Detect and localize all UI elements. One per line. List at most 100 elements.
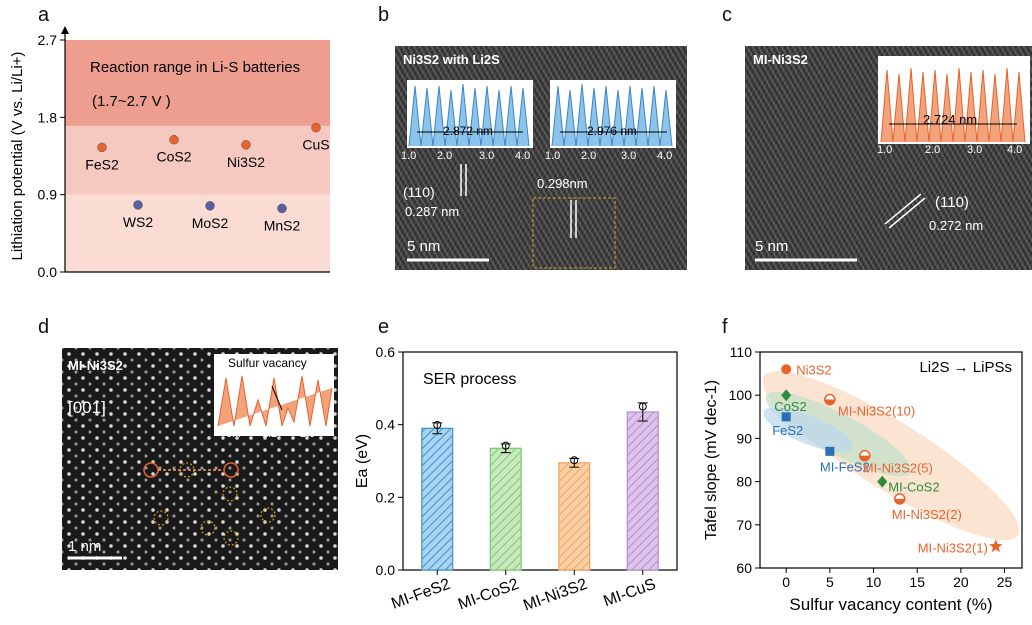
x-tick-label-MI-Ni3S2: MI-Ni3S2 [521, 576, 590, 615]
plot-frame [402, 351, 678, 571]
point-label-CuS: CuS [302, 137, 329, 153]
band-1 [65, 125, 330, 195]
y-axis-title: Lithiation potential (V vs. Li/Li+) [9, 52, 26, 261]
y-tick-label-2: 0.4 [376, 417, 396, 433]
panel-label-b: b [378, 4, 390, 26]
hrtem-image-b: Ni3S2 with Li2S 2.872 nm 2.976 nm 1.0 2.… [395, 46, 687, 270]
y-tick-label-2: 1.8 [38, 109, 58, 125]
marker-MI-FeS2 [825, 446, 835, 456]
y-axis-title: Tafel slope (mV dec-1) [703, 380, 720, 540]
annotation-line1: Reaction range in Li-S batteries [90, 59, 300, 76]
profile-c-tick-4: 4.0 [1007, 144, 1023, 156]
point-label-MI-Ni3S2(2): MI-Ni3S2(2) [892, 507, 962, 522]
marker-fill-MI-Ni3S2(10) [824, 399, 835, 405]
point-label-CoS2: CoS2 [774, 399, 807, 414]
x-axis-title: Sulfur vacancy content (%) [789, 595, 992, 614]
point-label-Ni3S2: Ni3S2 [227, 154, 265, 170]
y-tick-label-0: 60 [736, 560, 752, 576]
profile-b-tick-2: 2.0 [437, 150, 453, 162]
profile-d-tick-1: 0.4 [226, 428, 242, 440]
point-label-FeS2: FeS2 [85, 156, 119, 172]
chart-title: Li2S → LiPSs [919, 359, 1012, 376]
d-spacing-b2: 0.298nm [537, 176, 588, 191]
profile-b2-tick-2: 2.0 [581, 150, 597, 162]
band-0 [65, 40, 330, 126]
profile-b-tick-4: 4.0 [515, 150, 531, 162]
bar-MI-Ni3S2 [558, 462, 591, 571]
y-tick-label-2: 80 [736, 474, 752, 490]
chart-a: 0.0 0.9 1.8 2.7 Lithiation potential (V vs. … [9, 26, 330, 280]
y-tick-label-3: 2.7 [38, 32, 58, 48]
profile-b2-value: 2.976 nm [587, 124, 638, 138]
profile-b2-tick-4: 4.0 [657, 150, 673, 162]
y-tick-label-5: 110 [730, 344, 753, 360]
datapoint-MI-FeS2 [433, 421, 442, 430]
profile-b1-value: 2.872 nm [443, 124, 494, 138]
panel-label-a: a [38, 4, 50, 26]
chart-title: SER process [423, 371, 516, 388]
datapoint-MI-CuS [638, 402, 647, 411]
point-label-Ni3S2: Ni3S2 [796, 362, 831, 377]
marker-MI-CoS2 [877, 475, 888, 488]
point-MnS2 [277, 203, 287, 214]
bar-MI-CuS [626, 411, 659, 571]
panel-c-title: MI-Ni3S2 [753, 52, 808, 67]
profile-c-tick-1: 1.0 [877, 144, 893, 156]
point-label-MI-FeS2: MI-FeS2 [820, 459, 870, 474]
point-label-MI-CoS2: MI-CoS2 [888, 480, 939, 495]
line-profile-b2 [551, 83, 673, 147]
point-label-MoS2: MoS2 [192, 215, 229, 231]
bar-MI-FeS2 [421, 427, 454, 571]
y-tick-label-1: 70 [736, 517, 752, 533]
x-tick-label-MI-FeS2: MI-FeS2 [389, 576, 453, 613]
x-tick-label-MI-CoS2: MI-CoS2 [456, 576, 521, 614]
profile-b-tick-3: 3.0 [479, 150, 495, 162]
panel-label-f: f [722, 316, 728, 338]
y-tick-label-1: 0.2 [376, 489, 396, 505]
datapoint-MI-CoS2 [501, 441, 510, 450]
point-label-CoS2: CoS2 [156, 149, 191, 165]
stem-image-d: MI-Ni3S2 [001] Sulfur vacancy 0.4 1.2 2.… [62, 348, 338, 570]
line-profile-b1 [408, 83, 530, 147]
y-tick-label-3: 0.6 [376, 344, 396, 360]
profile-b2-tick-3: 3.0 [621, 150, 637, 162]
x-tick-label-3: 15 [909, 574, 925, 590]
panel-label-c: c [722, 4, 732, 26]
profile-b2-tick-1: 1.0 [545, 150, 561, 162]
profile-d-tick-2: 1.2 [262, 428, 278, 440]
point-FeS2 [97, 142, 107, 153]
marker-FeS2 [781, 412, 791, 422]
point-WS2 [133, 200, 143, 210]
y-tick-label-0: 0.0 [376, 562, 396, 578]
zone-axis: [001] [68, 398, 106, 417]
d-spacing-b1: 0.287 nm [405, 204, 460, 219]
x-tick-label-2: 10 [866, 574, 882, 590]
plane-c: (110) [935, 194, 969, 211]
d-spacing-c: 0.272 nm [929, 218, 984, 233]
bar-MI-CoS2 [489, 447, 522, 571]
x-tick-label-0: 0 [782, 574, 790, 590]
scale-bar-b: 5 nm [407, 238, 441, 255]
panel-label-d: d [38, 316, 50, 338]
y-axis-title: Ea (eV) [354, 434, 371, 488]
x-tick-label-MI-CuS: MI-CuS [601, 576, 658, 611]
line-profile-c [880, 67, 1026, 143]
chart-f: 0 5 10 15 20 25 60 70 80 90 100 110 Sulfur vacancy c… [703, 344, 1023, 614]
plane-b: (110) [403, 184, 435, 200]
point-CuS [311, 122, 321, 133]
y-tick-label-0: 0.0 [38, 264, 58, 280]
profile-c-value: 2.724 nm [923, 112, 978, 127]
point-Ni3S2 [241, 140, 251, 150]
line-profile-d [217, 375, 333, 427]
point-label-MI-Ni3S2(10): MI-Ni3S2(10) [838, 404, 915, 419]
x-tick-label-4: 20 [953, 574, 969, 590]
scale-bar-c: 5 nm [755, 238, 789, 255]
profile-c-tick-3: 3.0 [967, 144, 983, 156]
y-tick-label-4: 100 [729, 387, 753, 403]
panel-b-title: Ni3S2 with Li2S [403, 52, 500, 67]
point-CoS2 [169, 134, 179, 145]
annotation-line2: (1.7~2.7 V ) [92, 93, 171, 110]
y-axis-arrow [61, 26, 69, 34]
marker-MI-Ni3S2(1) [989, 539, 1003, 553]
